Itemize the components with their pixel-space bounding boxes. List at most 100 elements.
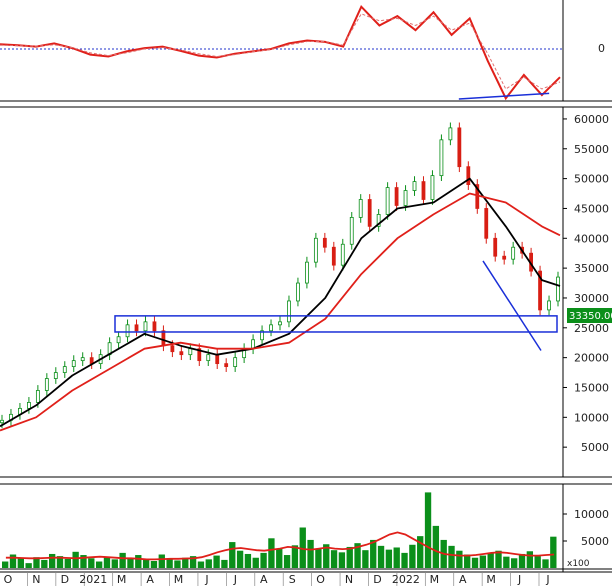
price-trendline bbox=[482, 260, 542, 351]
candle-body bbox=[71, 360, 76, 367]
volume-bar bbox=[487, 553, 494, 568]
price-tick-label: 20000 bbox=[574, 352, 609, 365]
volume-bar bbox=[291, 545, 299, 568]
candle-body bbox=[538, 270, 542, 311]
volume-bar bbox=[393, 547, 400, 568]
candle-body bbox=[547, 300, 551, 311]
x-tick-label: A bbox=[146, 573, 154, 586]
volume-bar bbox=[471, 557, 479, 568]
x-tick-label: J bbox=[545, 573, 549, 586]
candle-body bbox=[349, 217, 354, 245]
volume-bar bbox=[283, 555, 291, 568]
candle-body bbox=[35, 390, 40, 403]
candle-body bbox=[134, 324, 139, 332]
volume-bar bbox=[236, 550, 244, 568]
x-tick-label: J bbox=[517, 573, 521, 586]
price-tick-label: 55000 bbox=[574, 143, 609, 156]
candle-body bbox=[466, 166, 471, 185]
volume-bar bbox=[511, 558, 518, 568]
candle-body bbox=[80, 357, 85, 362]
volume-bar bbox=[158, 554, 165, 568]
price-annotations bbox=[114, 260, 558, 351]
volume-bar bbox=[526, 551, 534, 568]
candle-body bbox=[430, 175, 435, 200]
volume-bar bbox=[182, 557, 189, 568]
candle-body bbox=[27, 402, 31, 409]
candle-body bbox=[511, 246, 516, 260]
candle-body bbox=[502, 255, 507, 260]
volume-bar bbox=[25, 563, 32, 568]
candle-body bbox=[296, 282, 300, 302]
volume-bar bbox=[48, 553, 56, 568]
moving-average-1-line bbox=[0, 192, 561, 432]
volume-panel: 5000 10000 x100 bbox=[0, 483, 612, 572]
volume-bar bbox=[276, 548, 283, 568]
x-tick-label: J bbox=[204, 573, 208, 586]
volume-bar bbox=[346, 546, 353, 568]
price-tick-label: 35000 bbox=[574, 262, 609, 275]
candle-body bbox=[403, 190, 408, 206]
volume-bar bbox=[72, 551, 79, 568]
x-tick-label: J bbox=[233, 573, 237, 586]
candle-body bbox=[313, 237, 318, 263]
last-price-box bbox=[567, 308, 612, 323]
candle-body bbox=[457, 127, 462, 168]
price-tick-label: 15000 bbox=[574, 381, 609, 394]
price-tick-label: 30000 bbox=[574, 292, 609, 305]
x-tick-label: M bbox=[486, 573, 496, 586]
volume-bar bbox=[174, 560, 181, 568]
volume-bar bbox=[424, 492, 432, 568]
candle-body bbox=[385, 187, 390, 215]
volume-bars bbox=[2, 492, 557, 568]
volume-bar bbox=[260, 552, 267, 568]
volume-bar bbox=[150, 560, 158, 568]
x-tick-label: O bbox=[4, 573, 13, 586]
candle-body bbox=[125, 324, 130, 338]
volume-ma-line bbox=[5, 531, 555, 561]
support-zone-rectangle bbox=[114, 315, 558, 333]
volume-bar bbox=[135, 555, 142, 568]
price-tick-label: 5000 bbox=[581, 441, 609, 454]
candle-body bbox=[44, 378, 49, 391]
volume-tick-labels: 5000 10000 bbox=[563, 508, 609, 548]
candle-body bbox=[439, 139, 444, 177]
price-tick-label: 60000 bbox=[574, 113, 609, 126]
candle-body bbox=[179, 351, 184, 356]
volume-bar bbox=[385, 549, 393, 568]
candle-body bbox=[484, 208, 489, 239]
osc-series-0-line bbox=[0, 4, 561, 101]
volume-bar bbox=[432, 525, 440, 568]
x-tick-label: A bbox=[260, 573, 268, 586]
volume-bar bbox=[56, 556, 64, 568]
volume-bar bbox=[268, 538, 275, 568]
oscillator-panel: 0 bbox=[0, 0, 612, 102]
candle-body bbox=[62, 366, 67, 373]
price-tick-labels: 5000 10000 15000 20000 25000 30000 35000 40000 4… bbox=[563, 113, 609, 454]
volume-bar bbox=[88, 558, 95, 568]
osc-trendline bbox=[458, 92, 550, 100]
volume-bar bbox=[41, 559, 48, 568]
volume-bar bbox=[166, 558, 173, 568]
volume-bar bbox=[495, 550, 502, 568]
volume-bar bbox=[550, 536, 557, 568]
moving-average-0-line bbox=[0, 177, 561, 428]
volume-bar bbox=[252, 557, 259, 568]
volume-bar bbox=[221, 559, 228, 568]
volume-bar bbox=[479, 555, 487, 568]
x-tick-label: 2021 bbox=[79, 573, 107, 586]
volume-bar bbox=[377, 545, 385, 568]
volume-bar bbox=[464, 554, 471, 568]
volume-bar bbox=[330, 550, 338, 568]
volume-bar bbox=[64, 558, 71, 568]
x-tick-label: A bbox=[459, 573, 467, 586]
volume-bar bbox=[307, 539, 314, 568]
volume-bar bbox=[95, 561, 103, 568]
candle-body bbox=[206, 354, 211, 362]
osc-zero-label: 0 bbox=[598, 42, 605, 55]
x-tick-label: D bbox=[61, 573, 69, 586]
x-tick-label: M bbox=[117, 573, 127, 586]
osc-series-1-line bbox=[0, 13, 561, 90]
candle-body bbox=[152, 321, 157, 332]
